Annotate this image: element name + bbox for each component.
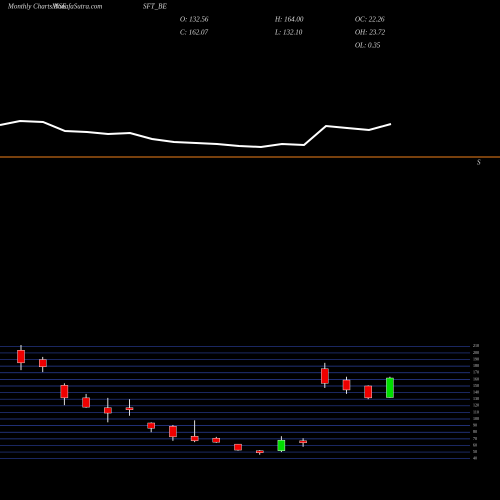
candle-body <box>17 350 25 364</box>
y-tick-label: 90 <box>473 423 477 428</box>
candle-body <box>125 407 134 410</box>
candle-body <box>39 359 47 368</box>
site-name: MunafaSutra.com <box>51 3 102 11</box>
y-tick-label: 60 <box>473 442 477 447</box>
y-tick-label: 150 <box>473 383 479 388</box>
candle-body <box>364 385 372 399</box>
line-label: S <box>477 159 481 167</box>
candle-body <box>169 426 177 438</box>
y-tick-label: 170 <box>473 370 479 375</box>
symbol: SFT_BE <box>143 3 167 11</box>
y-tick-label: 100 <box>473 416 479 421</box>
candle-body <box>234 443 242 451</box>
y-tick-label: 80 <box>473 429 477 434</box>
stat: OH: 23.72 <box>355 29 385 37</box>
candle-body <box>147 422 155 429</box>
stat: OC: 22.26 <box>355 16 385 24</box>
y-tick-label: 140 <box>473 390 479 395</box>
candle-body <box>299 440 307 444</box>
y-tick-label: 110 <box>473 409 479 414</box>
chart-title: Monthly Charts NSE <box>7 3 67 11</box>
indicator-line <box>0 119 392 149</box>
y-tick-label: 40 <box>473 456 477 461</box>
candle-body <box>386 377 394 398</box>
candle-body <box>321 368 329 384</box>
stat: OL: 0.35 <box>355 42 381 50</box>
candle-body <box>342 379 351 391</box>
candle-body <box>190 436 199 442</box>
y-tick-label: 190 <box>473 356 479 361</box>
candle-body <box>60 385 69 399</box>
y-tick-label: 130 <box>473 396 479 401</box>
y-tick-label: 50 <box>473 449 477 454</box>
y-tick-label: 120 <box>473 403 479 408</box>
stat: C: 162.07 <box>180 29 209 37</box>
stat: O: 132.56 <box>180 16 209 24</box>
stat: L: 132.10 <box>274 29 303 37</box>
candle-body <box>256 450 264 453</box>
candle-body <box>82 397 90 408</box>
candle-body <box>277 439 286 451</box>
candle-body <box>104 407 112 414</box>
y-tick-label: 200 <box>473 350 479 355</box>
stat: H: 164.00 <box>274 16 304 24</box>
y-tick-label: 210 <box>473 343 479 348</box>
y-tick-label: 70 <box>473 436 477 441</box>
candle-body <box>212 437 221 443</box>
y-tick-label: 180 <box>473 363 479 368</box>
y-tick-label: 160 <box>473 376 479 381</box>
